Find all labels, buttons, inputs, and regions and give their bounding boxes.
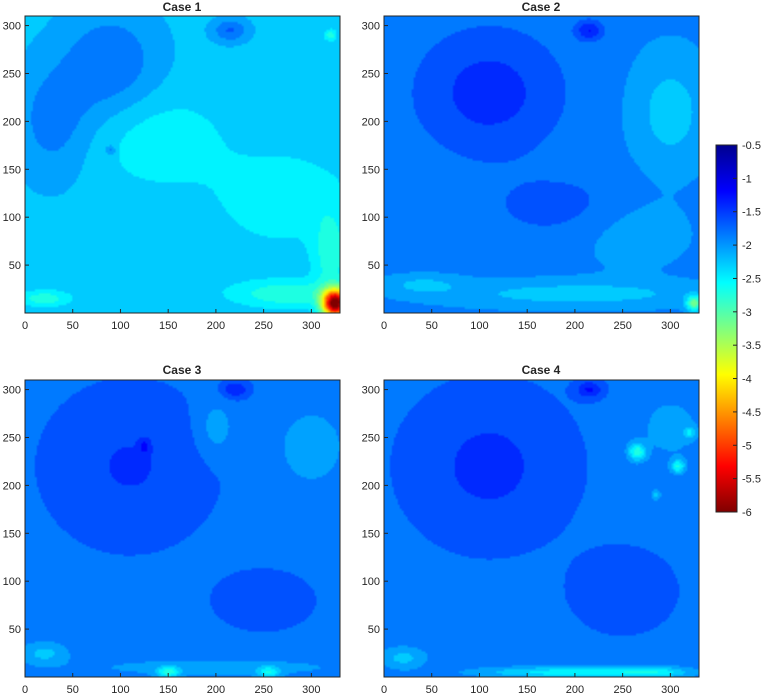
y-tick-label: 150 [362,528,380,540]
x-tick-label: 250 [254,684,272,694]
y-tick-label: 200 [362,480,380,492]
x-tick-label: 200 [207,684,225,694]
colorbar-tick-label: -0.5 [742,140,761,152]
y-tick-label: 200 [3,116,21,128]
y-tick-label: 100 [362,576,380,588]
colorbar: -0.5 -1 -1.5 -2 -2.5 -3 -3.5 -4 -4.5 -5 -5.5 -6 [715,140,761,519]
x-tick-label: 150 [518,684,536,694]
x-tick-label: 250 [613,320,631,332]
colorbar-tick-label: -6 [742,507,752,519]
y-tick-label: 250 [362,68,380,80]
x-tick-label: 100 [470,320,488,332]
plot-frame [24,379,341,678]
x-tick-label: 250 [613,684,631,694]
panel-case-1: Case 1 0 50 100 150 200 250 300 50 100 150 200 250 3… [3,0,341,332]
x-tick-label: 50 [67,684,79,694]
y-tick-label: 250 [3,68,21,80]
panel-case-2: Case 2 0 50 100 150 200 250 300 50 100 150 200 250 3… [362,0,700,332]
colorbar-fill [716,145,737,512]
y-tick-label: 300 [362,385,380,397]
x-tick-label: 300 [302,320,320,332]
y-tick-label: 100 [3,212,21,224]
axis-ticks: 0 50 100 150 200 250 300 50 100 150 200 250 300 [362,21,680,332]
y-tick-label: 250 [3,432,21,444]
y-tick-label: 250 [362,432,380,444]
y-tick-label: 100 [3,576,21,588]
y-tick-label: 50 [368,260,380,272]
colorbar-tick-label: -2 [742,240,752,252]
x-tick-label: 300 [661,320,679,332]
contour-plot [384,380,699,677]
y-tick-label: 300 [3,21,21,33]
x-tick-label: 100 [470,684,488,694]
x-tick-label: 150 [518,320,536,332]
y-tick-label: 300 [362,21,380,33]
colorbar-ticks: -0.5 -1 -1.5 -2 -2.5 -3 -3.5 -4 -4.5 -5 -5.5 -6 [733,140,761,519]
x-tick-label: 200 [566,320,584,332]
panel-title: Case 2 [522,0,561,14]
y-tick-label: 200 [3,480,21,492]
colorbar-tick-label: -3 [742,307,752,319]
contour-plot [384,16,699,313]
colorbar-tick-label: -1.5 [742,207,761,219]
colorbar-tick-label: -3.5 [742,340,761,352]
colorbar-tick-label: -1 [742,173,752,185]
x-tick-label: 0 [381,684,387,694]
panel-case-3: Case 3 0 50 100 150 200 250 300 50 100 150 200 250 3… [3,363,341,694]
x-tick-label: 150 [159,320,177,332]
plot-frame [383,379,700,678]
contour-plot [25,380,340,677]
y-tick-label: 200 [362,116,380,128]
colorbar-tick-label: -4.5 [742,407,761,419]
x-tick-label: 0 [381,320,387,332]
x-tick-label: 200 [566,684,584,694]
axis-ticks: 0 50 100 150 200 250 300 50 100 150 200 250 300 [3,385,321,694]
panel-case-4: Case 4 0 50 100 150 200 250 300 50 100 150 200 250 3… [362,363,700,694]
y-tick-label: 100 [362,212,380,224]
plot-frame [383,15,700,314]
y-tick-label: 50 [368,624,380,636]
panel-title: Case 1 [163,0,202,14]
x-tick-label: 150 [159,684,177,694]
x-tick-label: 100 [111,320,129,332]
axis-ticks: 0 50 100 150 200 250 300 50 100 150 200 250 300 [3,21,321,332]
x-tick-label: 100 [111,684,129,694]
x-tick-label: 300 [661,684,679,694]
x-tick-label: 250 [254,320,272,332]
colorbar-tick-label: -5 [742,440,752,452]
colorbar-tick-label: -2.5 [742,273,761,285]
colorbar-tick-label: -4 [742,374,752,386]
x-tick-label: 50 [67,320,79,332]
plot-frame [24,15,341,314]
contour-plot [25,16,340,313]
y-tick-label: 150 [362,164,380,176]
x-tick-label: 0 [22,320,28,332]
x-tick-label: 0 [22,684,28,694]
colorbar-frame [715,144,738,513]
y-tick-label: 300 [3,385,21,397]
panel-title: Case 3 [163,363,202,377]
panel-title: Case 4 [522,363,561,377]
y-tick-label: 50 [9,624,21,636]
x-tick-label: 300 [302,684,320,694]
axis-ticks: 0 50 100 150 200 250 300 50 100 150 200 250 300 [362,385,680,694]
x-tick-label: 50 [426,320,438,332]
y-tick-label: 50 [9,260,21,272]
x-tick-label: 200 [207,320,225,332]
colorbar-tick-label: -5.5 [742,474,761,486]
y-tick-label: 150 [3,164,21,176]
y-tick-label: 150 [3,528,21,540]
x-tick-label: 50 [426,684,438,694]
